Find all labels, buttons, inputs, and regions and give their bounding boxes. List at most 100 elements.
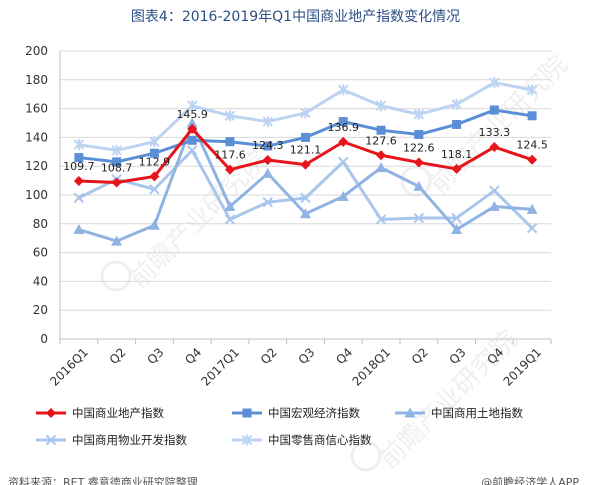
- data-point-x: [73, 192, 85, 204]
- data-point-square: [74, 153, 84, 163]
- x-tick-label: 2016Q1: [47, 345, 91, 389]
- data-point-x: [186, 145, 198, 156]
- x-tick-label: 2018Q1: [350, 345, 394, 389]
- data-label: 127.6: [365, 134, 397, 147]
- data-point-diamond: [451, 163, 462, 174]
- data-label: 118.1: [441, 148, 473, 161]
- credit-note: @前瞻经济学人APP: [481, 476, 579, 485]
- legend-item: 中国商用土地指数: [395, 406, 523, 420]
- data-point-triangle: [413, 180, 425, 191]
- data-point-diamond: [111, 177, 122, 188]
- data-point-diamond: [413, 157, 424, 168]
- data-point-square: [149, 148, 159, 158]
- data-labels: 109.7 108.7 112.9 145.9 117.6 124.3 121.1 136.9…: [63, 108, 548, 175]
- data-point-x: [45, 434, 57, 446]
- watermark-text: 前瞻产业研究院: [424, 50, 574, 200]
- data-point-star: [526, 84, 538, 96]
- data-point-x: [489, 185, 500, 196]
- source-note: 资料来源：RET 睿意德商业研究院整理: [8, 476, 198, 485]
- y-tick-label: 20: [33, 303, 48, 317]
- data-label: 124.5: [516, 139, 548, 152]
- x-tick-label: Q2: [258, 345, 280, 367]
- legend-label: 中国商用物业开发指数: [72, 433, 187, 447]
- data-point-square: [112, 157, 122, 167]
- x-tick-label: Q4: [333, 345, 355, 367]
- y-tick-label: 100: [25, 188, 48, 202]
- data-point-square: [338, 117, 348, 127]
- data-point-triangle: [375, 162, 387, 173]
- data-point-x: [526, 222, 538, 234]
- legend-item: 中国零售商信心指数: [232, 433, 372, 447]
- data-point-star: [73, 139, 85, 151]
- data-label: 108.7: [101, 161, 133, 174]
- data-point-triangle: [186, 117, 198, 128]
- chart-title: 图表4：2016-2019年Q1中国商业地产指数变化情况: [130, 9, 461, 25]
- x-tick-label: Q3: [296, 345, 318, 367]
- data-point-triangle: [111, 235, 123, 246]
- data-label: 145.9: [176, 108, 208, 121]
- data-point-star: [186, 100, 198, 112]
- data-point-diamond: [527, 154, 538, 165]
- data-point-diamond: [46, 408, 56, 418]
- y-tick-label: 180: [25, 73, 48, 87]
- data-point-star: [413, 108, 425, 120]
- data-point-square: [452, 119, 462, 129]
- legend-item: 中国商业地产指数: [36, 406, 164, 420]
- series-4: [73, 77, 538, 156]
- data-point-square: [242, 408, 252, 418]
- x-tick-label: 2017Q1: [198, 345, 242, 389]
- y-tick-label: 0: [40, 332, 48, 346]
- data-point-diamond: [73, 176, 84, 187]
- y-tick-label: 140: [25, 130, 48, 144]
- data-label: 136.9: [328, 121, 360, 134]
- data-label: 109.7: [63, 160, 95, 173]
- data-point-triangle: [451, 224, 463, 235]
- watermark-logo: [350, 440, 382, 472]
- watermark-logo: [100, 260, 132, 292]
- data-point-star: [224, 110, 236, 122]
- y-tick-label: 80: [33, 217, 48, 231]
- legend-item: 中国商用物业开发指数: [36, 433, 187, 447]
- x-tick-label: Q4: [182, 345, 204, 367]
- series-2: [73, 117, 538, 246]
- data-point-square: [301, 132, 310, 142]
- data-point-diamond: [224, 164, 235, 175]
- legend-label: 中国零售商信心指数: [268, 433, 372, 447]
- data-point-x: [149, 184, 160, 195]
- data-point-x: [262, 196, 273, 208]
- legend-label: 中国宏观经济指数: [268, 406, 360, 420]
- data-point-square: [489, 105, 499, 115]
- data-point-star: [241, 434, 253, 446]
- data-point-x: [300, 192, 311, 204]
- data-label: 122.6: [403, 141, 435, 154]
- data-point-x: [338, 156, 349, 168]
- data-point-triangle: [526, 203, 538, 214]
- data-point-x: [451, 212, 462, 224]
- series-layer: [73, 77, 538, 246]
- data-point-diamond: [338, 136, 349, 147]
- data-point-diamond: [187, 123, 198, 134]
- data-point-triangle: [404, 407, 416, 418]
- series-1: [74, 105, 537, 167]
- series-0: [73, 123, 538, 188]
- data-point-diamond: [489, 142, 500, 153]
- data-point-star: [451, 98, 462, 110]
- legend-label: 中国商用土地指数: [431, 406, 523, 420]
- data-point-star: [300, 107, 311, 119]
- data-point-x: [413, 212, 425, 224]
- data-point-x: [375, 214, 387, 225]
- data-point-triangle: [300, 208, 311, 219]
- x-tick-label: Q2: [107, 345, 129, 367]
- data-point-square: [527, 111, 537, 121]
- y-tick-label: 40: [33, 274, 48, 288]
- legend-item: 中国宏观经济指数: [232, 406, 360, 420]
- x-tick-label: Q2: [409, 345, 431, 367]
- y-tick-label: 200: [25, 44, 48, 58]
- data-point-triangle: [224, 201, 236, 212]
- data-point-triangle: [337, 190, 349, 201]
- data-point-star: [489, 77, 500, 89]
